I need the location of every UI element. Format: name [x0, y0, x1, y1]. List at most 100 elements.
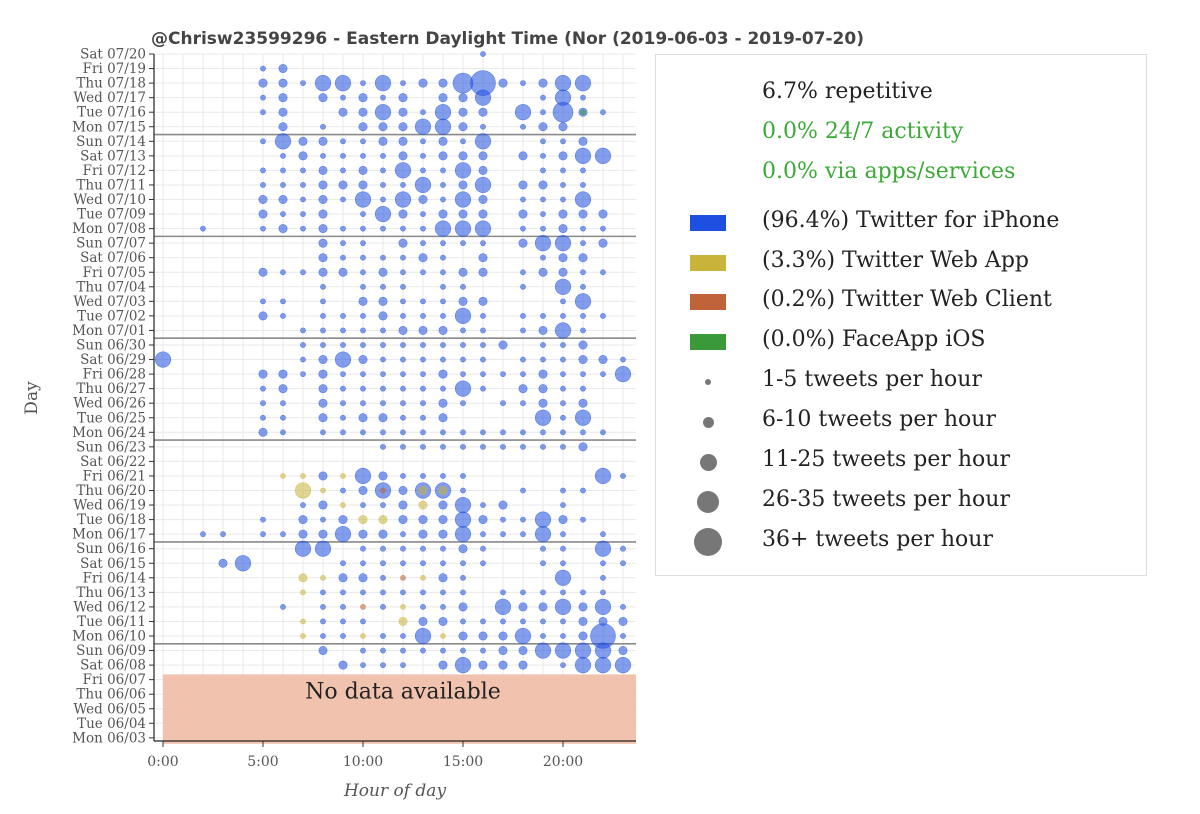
point-twitter-for-iphone	[438, 136, 448, 146]
point-twitter-for-iphone	[278, 122, 288, 132]
point-twitter-for-iphone	[540, 560, 546, 567]
point-twitter-for-iphone	[260, 94, 266, 101]
y-tick-label: Fri 07/19	[83, 61, 146, 77]
point-twitter-for-iphone	[400, 633, 406, 639]
point-twitter-for-iphone	[380, 545, 386, 552]
point-twitter-for-iphone	[600, 574, 606, 581]
point-twitter-for-iphone	[318, 238, 328, 248]
point-twitter-for-iphone	[420, 225, 426, 232]
point-twitter-for-iphone	[380, 443, 386, 450]
point-twitter-for-iphone	[440, 443, 446, 450]
point-twitter-for-iphone	[358, 573, 368, 583]
point-twitter-for-iphone	[600, 225, 606, 232]
week-separators	[154, 133, 636, 645]
point-twitter-for-iphone	[480, 647, 486, 654]
point-twitter-for-iphone	[380, 342, 386, 348]
point-twitter-for-iphone	[554, 278, 572, 295]
point-twitter-for-iphone	[340, 400, 346, 407]
point-twitter-for-iphone	[578, 340, 588, 350]
point-twitter-for-iphone	[420, 473, 426, 479]
point-twitter-for-iphone	[440, 589, 446, 596]
point-twitter-for-iphone	[480, 123, 486, 130]
point-twitter-for-iphone	[440, 473, 446, 479]
point-twitter-for-iphone	[594, 467, 612, 485]
point-twitter-web-app	[340, 473, 346, 479]
point-twitter-for-iphone	[560, 182, 566, 188]
point-twitter-for-iphone	[340, 196, 346, 203]
y-tick-label: Tue 06/25	[77, 410, 146, 426]
y-tick-label: Sat 06/08	[80, 658, 146, 674]
point-twitter-for-iphone	[260, 531, 266, 538]
point-twitter-for-iphone	[440, 240, 446, 247]
y-tick-label: Tue 06/18	[77, 512, 146, 528]
point-twitter-for-iphone	[340, 254, 346, 261]
point-twitter-for-iphone	[458, 267, 468, 277]
point-twitter-for-iphone	[320, 312, 326, 319]
point-twitter-for-iphone	[380, 662, 386, 668]
point-twitter-for-iphone	[318, 224, 328, 234]
point-twitter-for-iphone	[380, 429, 386, 436]
point-twitter-for-iphone	[378, 136, 388, 146]
point-twitter-for-iphone	[520, 516, 526, 523]
point-twitter-for-iphone	[500, 531, 506, 538]
point-twitter-for-iphone	[580, 371, 586, 377]
point-twitter-for-iphone	[560, 400, 566, 407]
point-twitter-for-iphone	[454, 656, 472, 674]
point-twitter-for-iphone	[460, 342, 466, 348]
point-twitter-for-iphone	[540, 312, 546, 319]
point-twitter-for-iphone	[500, 589, 506, 596]
point-twitter-for-iphone	[460, 574, 466, 581]
point-twitter-for-iphone	[540, 589, 546, 596]
point-twitter-for-iphone	[460, 283, 466, 290]
point-twitter-for-iphone	[498, 646, 508, 656]
point-twitter-for-iphone	[360, 502, 366, 508]
y-tick-label: Thu 07/11	[76, 177, 146, 193]
point-twitter-for-iphone	[574, 74, 592, 92]
point-twitter-for-iphone	[260, 516, 266, 523]
point-twitter-for-iphone	[620, 604, 626, 610]
point-twitter-for-iphone	[418, 616, 428, 626]
point-twitter-for-iphone	[520, 371, 526, 377]
point-twitter-for-iphone	[520, 429, 526, 436]
point-twitter-for-iphone	[460, 400, 466, 407]
point-twitter-for-iphone	[300, 502, 306, 508]
y-tick-label: Thu 06/27	[76, 381, 146, 397]
point-twitter-for-iphone	[560, 167, 566, 174]
point-twitter-for-iphone	[418, 253, 428, 263]
point-twitter-for-iphone	[478, 107, 488, 117]
point-twitter-for-iphone	[438, 398, 448, 408]
point-twitter-web-app	[440, 633, 446, 639]
point-twitter-for-iphone	[458, 602, 468, 612]
point-twitter-for-iphone	[580, 589, 586, 596]
apps-stat-text: 0.0% via apps/services	[762, 159, 1016, 184]
point-twitter-for-iphone	[318, 355, 328, 365]
point-twitter-for-iphone	[478, 267, 488, 277]
point-twitter-for-iphone	[380, 560, 386, 567]
point-twitter-for-iphone	[400, 283, 406, 290]
point-twitter-for-iphone	[618, 646, 628, 656]
point-twitter-for-iphone	[340, 414, 346, 421]
point-twitter-for-iphone	[552, 101, 574, 123]
point-twitter-for-iphone	[534, 409, 552, 426]
point-twitter-for-iphone	[538, 384, 548, 394]
point-twitter-for-iphone	[398, 122, 408, 132]
point-twitter-for-iphone	[318, 253, 328, 263]
point-twitter-for-iphone	[358, 93, 368, 103]
y-tick-label: Sun 06/23	[76, 439, 146, 455]
point-twitter-for-iphone	[594, 642, 612, 659]
y-tick-label: Fri 06/28	[83, 367, 146, 383]
point-twitter-for-iphone	[398, 238, 408, 248]
point-twitter-for-iphone	[340, 589, 346, 596]
point-twitter-for-iphone	[560, 429, 566, 436]
point-twitter-for-iphone	[400, 342, 406, 348]
point-twitter-for-iphone	[258, 195, 268, 205]
legend-size-3: 11-25 tweets per hour	[656, 447, 1146, 477]
point-twitter-for-iphone	[420, 371, 426, 377]
point-twitter-for-iphone	[278, 64, 288, 74]
point-twitter-web-app	[420, 574, 426, 581]
point-twitter-for-iphone	[420, 167, 426, 174]
point-twitter-for-iphone	[278, 384, 288, 394]
point-twitter-for-iphone	[578, 209, 588, 219]
point-twitter-for-iphone	[400, 312, 406, 319]
